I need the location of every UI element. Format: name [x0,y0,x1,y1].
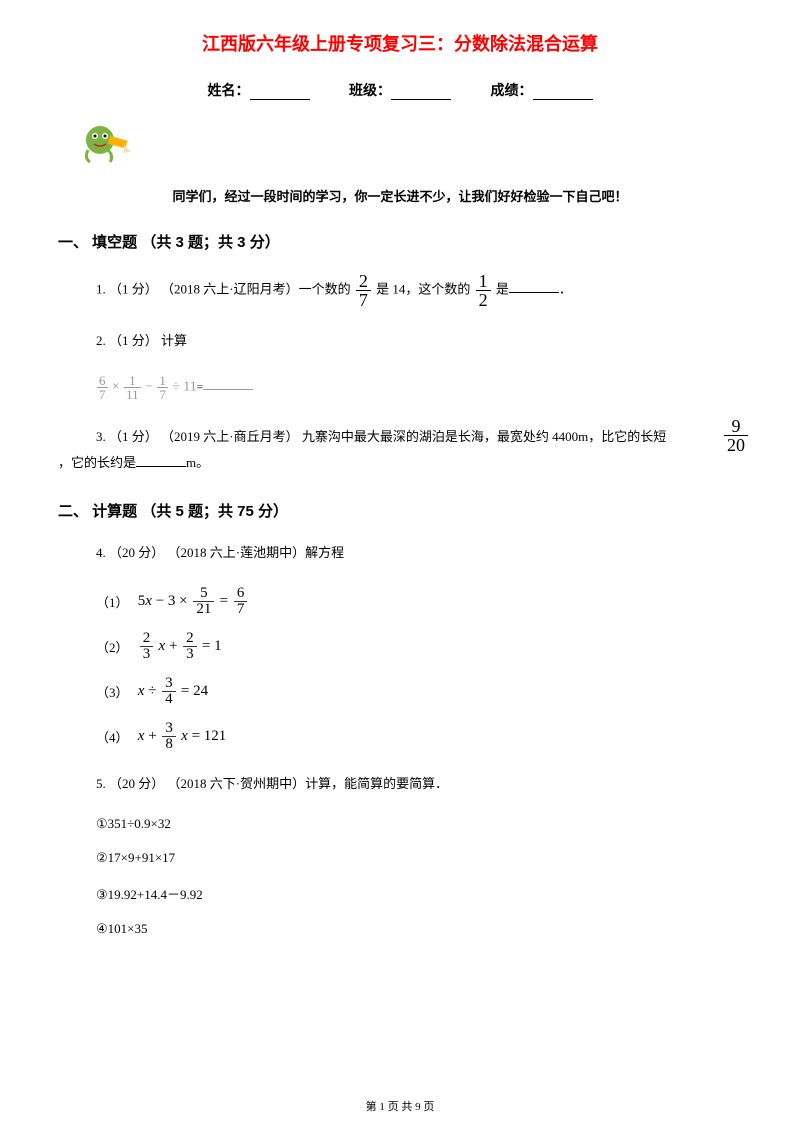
q1-blank [509,281,559,293]
question-2: 2. （1 分） 计算 [58,329,742,354]
section2-header: 二、 计算题 （共 5 题；共 75 分） [58,500,742,521]
q1-fraction1: 2 7 [356,272,371,309]
q4-eq3: （3） x ÷ 34 = 24 [96,676,742,707]
page-footer: 第 1 页 共 9 页 [0,1098,800,1114]
q3-blank [136,455,186,467]
eq1-label: （1） [96,592,129,611]
q3-fraction: 9 20 [724,417,748,454]
eq1-expr: 5x − 3 × [138,593,192,609]
intro-text: 同学们，经过一段时间的学习，你一定长进不少，让我们好好检验一下自己吧！ [58,186,742,205]
q1-fraction2: 1 2 [476,272,491,309]
q5-item1: ①351÷0.9×32 [96,816,742,832]
q2-blank [203,378,253,390]
eq4-frac: 38 [162,721,176,752]
q2-op3: ÷ 11 [172,379,197,394]
q2-line1: 2. （1 分） 计算 [96,333,187,348]
question-3-wrap: 3. （1 分） （2019 六上·商丘月考） 九寨沟中最大最深的湖泊是长海，最… [58,425,742,450]
eq4-label: （4） [96,727,129,746]
question-1: 1. （1 分） （2018 六上·辽阳月考）一个数的 2 7 是 14，这个数… [58,272,742,309]
question-5-header: 5. （20 分） （2018 六下·贺州期中）计算，能简算的要简算． [58,772,742,797]
q2-frac2: 1 11 [124,374,141,401]
eq3-expr: x ÷ [138,683,160,699]
q4-eq1: （1） 5x − 3 × 521 = 67 [96,586,742,617]
eq1-frac1: 521 [193,586,214,617]
q1-mid2: 是 [496,281,509,296]
q5-item3: ③19.92+14.4－9.92 [96,884,742,903]
q3-prefix: 3. （1 分） （2019 六上·商丘月考） 九寨沟中最大最深的湖泊是长海，最… [96,429,666,444]
eq2-label: （2） [96,637,129,656]
eq4-expr: x + [138,728,161,744]
eq2-expr: x + [159,638,182,654]
eq3-frac: 34 [162,676,176,707]
q1-prefix: 1. （1 分） （2018 六上·辽阳月考）一个数的 [96,281,354,296]
eq2-frac1: 23 [140,631,154,662]
score-label: 成绩： [491,84,533,99]
q2-frac3: 1 7 [157,374,168,401]
q3-line2-prefix: ，它的长约是 [58,455,136,470]
class-blank [391,86,451,100]
question-3-line2: ，它的长约是 m。 [58,451,742,476]
name-field: 姓名： [208,80,310,100]
eq3-label: （3） [96,682,129,701]
score-blank [533,86,593,100]
q2-op2: − [145,379,156,394]
class-label: 班级： [349,84,391,99]
score-field: 成绩： [491,80,593,100]
question-3-line1: 3. （1 分） （2019 六上·商丘月考） 九寨沟中最大最深的湖泊是长海，最… [58,425,742,450]
class-field: 班级： [349,80,451,100]
q2-op1: × [112,379,123,394]
question-4-header: 4. （20 分） （2018 六上·莲池期中）解方程 [58,541,742,566]
student-info-row: 姓名： 班级： 成绩： [58,80,742,100]
pencil-icon [78,118,742,172]
eq1-frac2: 67 [234,586,248,617]
q2-frac1: 6 7 [97,374,108,401]
name-label: 姓名： [208,84,250,99]
q1-suffix: ． [559,281,572,296]
q3-line2-suffix: m。 [186,455,209,470]
name-blank [250,86,310,100]
q4-eq4: （4） x + 38 x = 121 [96,721,742,752]
q5-item4: ④101×35 [96,921,742,937]
q1-mid1: 是 14，这个数的 [376,281,474,296]
page-title: 江西版六年级上册专项复习三：分数除法混合运算 [58,30,742,56]
section1-header: 一、 填空题 （共 3 题；共 3 分） [58,231,742,252]
q4-eq2: （2） 23 x + 23 = 1 [96,631,742,662]
eq2-frac2: 23 [183,631,197,662]
q5-item2: ②17×9+91×17 [96,850,742,866]
q2-expression: 6 7 × 1 11 − 1 7 ÷ 11= [96,374,742,401]
